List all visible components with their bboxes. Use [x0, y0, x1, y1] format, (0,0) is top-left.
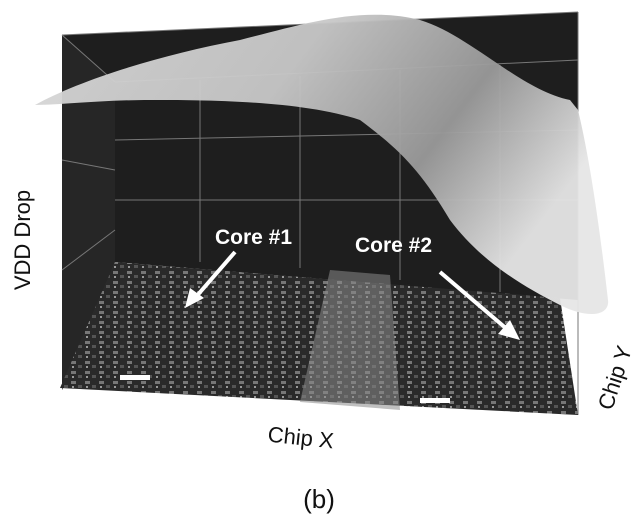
chip-detail [420, 398, 450, 403]
axis-label: Chip X [267, 422, 336, 454]
caption: (b) [303, 484, 335, 514]
axis-label: Chip Y [593, 342, 637, 412]
chip-detail [120, 375, 150, 380]
axis-label: VDD Drop [10, 190, 35, 290]
core-label: Core #2 [355, 234, 432, 257]
core-label: Core #1 [215, 226, 292, 249]
figure: Core #1 Core #2 VDD Drop Chip X Chip Y (… [0, 0, 639, 528]
